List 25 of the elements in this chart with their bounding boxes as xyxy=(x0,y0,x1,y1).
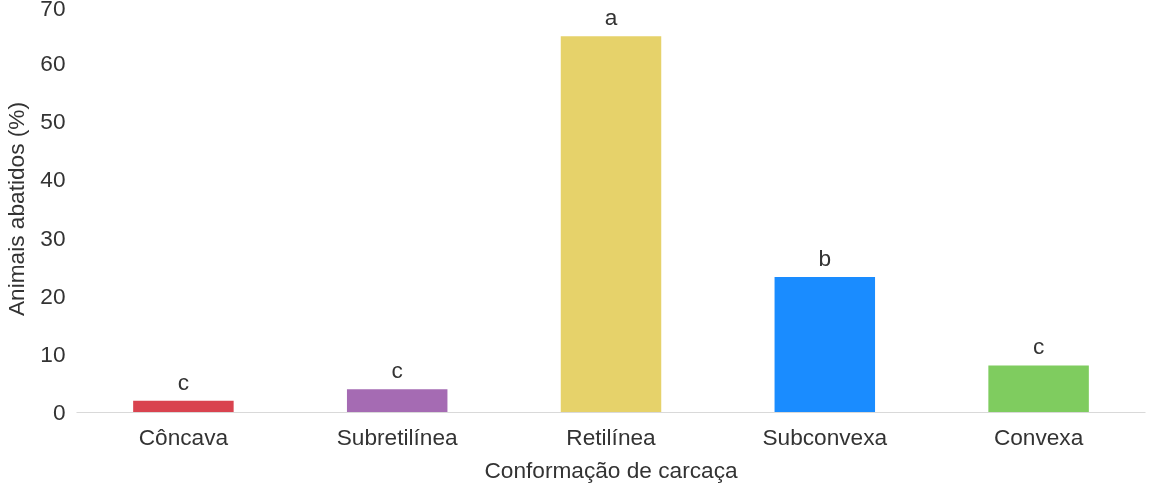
y-tick-label: 70 xyxy=(40,0,66,21)
x-tick-label: Retilínea xyxy=(566,423,657,450)
y-axis-title: Animais abatidos (%) xyxy=(3,101,30,317)
y-tick-label: 20 xyxy=(40,282,66,309)
x-tick-label: Subretilínea xyxy=(336,423,459,450)
x-tick-label: Convexa xyxy=(993,423,1084,450)
bar xyxy=(988,365,1089,413)
x-tick-label: Subconvexa xyxy=(762,423,888,450)
x-tick-label: Côncava xyxy=(138,423,229,450)
annotation: c xyxy=(1032,333,1045,360)
x-axis-title: Conformação de carcaça xyxy=(484,456,738,483)
bar xyxy=(133,400,234,413)
y-tick-label: 30 xyxy=(40,224,66,251)
bar xyxy=(774,277,876,413)
y-tick-label: 40 xyxy=(40,166,66,193)
y-tick-label: 60 xyxy=(40,50,66,77)
y-tick-label: 10 xyxy=(40,340,66,367)
y-tick-label: 50 xyxy=(40,108,66,135)
annotation: c xyxy=(391,357,403,384)
bar xyxy=(346,389,448,413)
y-tick-label: 0 xyxy=(52,399,66,425)
annotation: a xyxy=(604,4,618,31)
annotation: c xyxy=(177,368,190,395)
bar xyxy=(560,36,662,413)
annotation: b xyxy=(818,245,832,272)
